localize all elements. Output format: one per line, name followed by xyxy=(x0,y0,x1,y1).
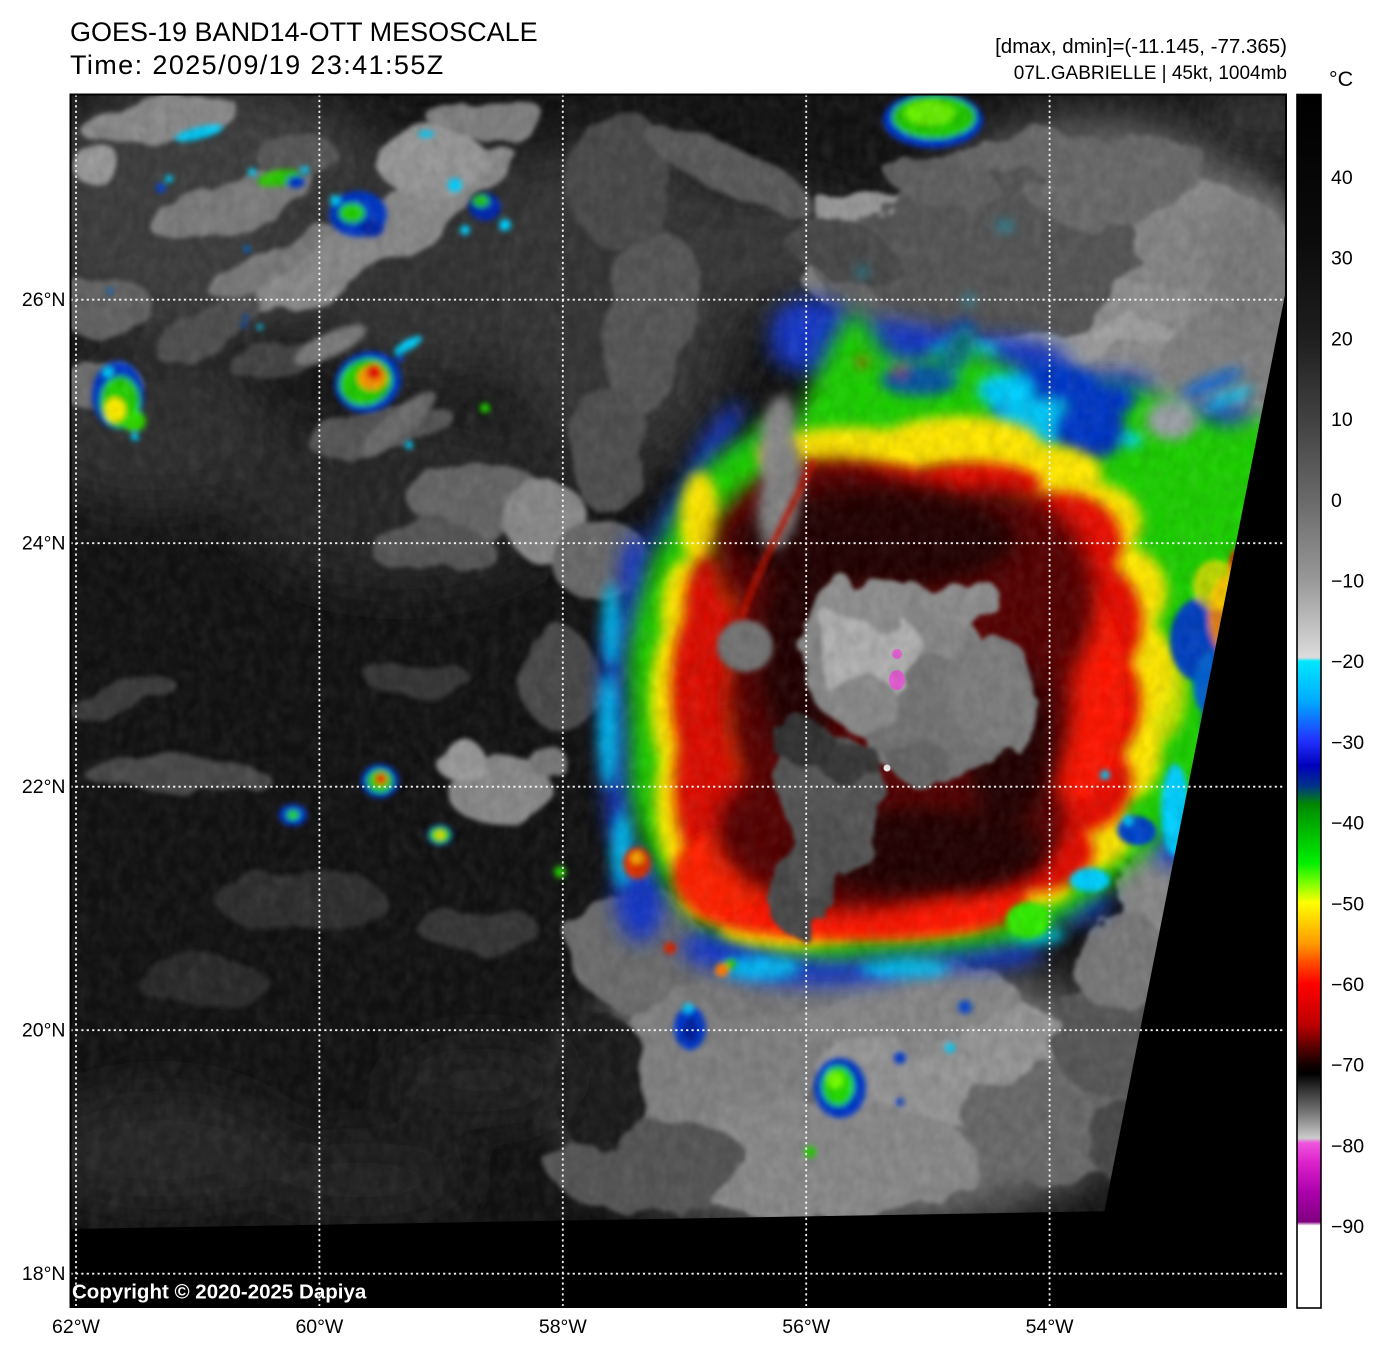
svg-text:20: 20 xyxy=(1331,328,1353,350)
svg-text:58°W: 58°W xyxy=(539,1316,587,1338)
svg-text:−40: −40 xyxy=(1331,813,1364,835)
svg-text:Copyright © 2020-2025 Dapiya: Copyright © 2020-2025 Dapiya xyxy=(72,1281,367,1304)
svg-text:−20: −20 xyxy=(1331,651,1364,673)
svg-text:°C: °C xyxy=(1329,67,1353,91)
svg-text:−50: −50 xyxy=(1331,893,1364,915)
svg-text:18°N: 18°N xyxy=(22,1263,66,1285)
svg-text:Time: 2025/09/19 23:41:55Z: Time: 2025/09/19 23:41:55Z xyxy=(70,50,445,80)
svg-text:22°N: 22°N xyxy=(22,776,66,798)
svg-text:10: 10 xyxy=(1331,409,1353,431)
svg-text:−10: −10 xyxy=(1331,571,1364,593)
svg-text:30: 30 xyxy=(1331,248,1353,270)
svg-text:GOES-19 BAND14-OTT MESOSCALE: GOES-19 BAND14-OTT MESOSCALE xyxy=(70,17,538,47)
svg-text:−80: −80 xyxy=(1331,1135,1364,1157)
svg-text:62°W: 62°W xyxy=(52,1316,100,1338)
svg-text:07L.GABRIELLE | 45kt, 1004mb: 07L.GABRIELLE | 45kt, 1004mb xyxy=(1014,63,1287,84)
svg-text:56°W: 56°W xyxy=(782,1316,830,1338)
svg-text:20°N: 20°N xyxy=(22,1020,66,1042)
svg-text:40: 40 xyxy=(1331,167,1353,189)
svg-text:26°N: 26°N xyxy=(22,289,66,311)
svg-text:−90: −90 xyxy=(1331,1216,1364,1238)
svg-text:−30: −30 xyxy=(1331,732,1364,754)
svg-text:−60: −60 xyxy=(1331,974,1364,996)
svg-text:0: 0 xyxy=(1331,490,1342,512)
svg-text:54°W: 54°W xyxy=(1026,1316,1074,1338)
svg-text:24°N: 24°N xyxy=(22,533,66,555)
svg-text:−70: −70 xyxy=(1331,1055,1364,1077)
svg-text:[dmax, dmin]=(-11.145, -77.365: [dmax, dmin]=(-11.145, -77.365) xyxy=(995,35,1287,58)
svg-text:60°W: 60°W xyxy=(295,1316,343,1338)
